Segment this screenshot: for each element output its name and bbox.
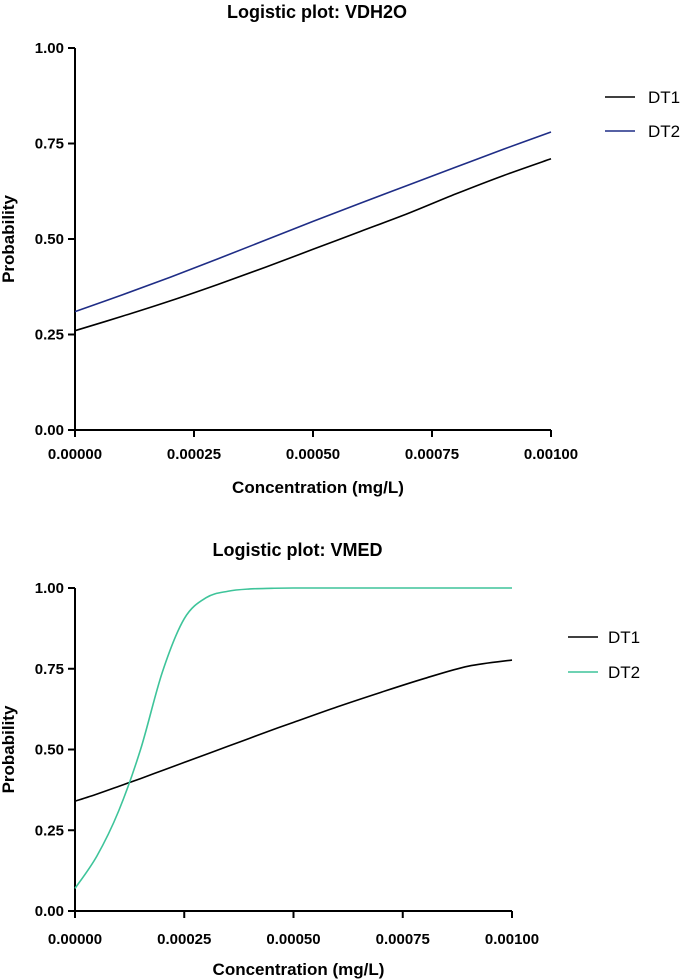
y-tick-label: 0.00 xyxy=(35,422,64,439)
x-tick-label: 0.00100 xyxy=(524,446,578,463)
chart-1: Logistic plot: VDH2O 0.00 0.25 0.50 0.75 1.00… xyxy=(0,2,680,497)
y-tick-label: 0.75 xyxy=(35,136,64,153)
legend-label-dt1: DT1 xyxy=(648,88,680,107)
y-axis-label: Probability xyxy=(0,705,18,793)
x-tick-label: 0.00050 xyxy=(266,931,320,948)
chart-title: Logistic plot: VMED xyxy=(213,540,383,560)
chart-2: Logistic plot: VMED 0.00 0.25 0.50 0.75 1.00 0… xyxy=(0,540,640,979)
legend-label-dt1: DT1 xyxy=(608,628,640,647)
x-tick-label: 0.00025 xyxy=(157,931,211,948)
series-line-dt1 xyxy=(74,659,513,802)
series-line-dt1 xyxy=(74,158,552,332)
x-tick-label: 0.00050 xyxy=(286,446,340,463)
x-tick-label: 0.00025 xyxy=(167,446,221,463)
y-tick-label: 0.00 xyxy=(35,903,64,920)
x-tick-label: 0.00000 xyxy=(48,931,102,948)
y-tick-label: 0.75 xyxy=(35,661,64,678)
y-axis-label: Probability xyxy=(0,195,18,283)
x-tick-label: 0.00075 xyxy=(405,446,459,463)
x-axis-label: Concentration (mg/L) xyxy=(232,478,404,497)
series-line-dt2 xyxy=(74,587,512,889)
y-tick-label: 0.25 xyxy=(35,822,64,839)
x-axis-label: Concentration (mg/L) xyxy=(213,960,385,979)
x-tick-label: 0.00075 xyxy=(376,931,430,948)
y-tick-label: 0.50 xyxy=(35,231,64,248)
series-line-dt2 xyxy=(74,131,552,313)
legend-label-dt2: DT2 xyxy=(648,122,680,141)
legend-label-dt2: DT2 xyxy=(608,663,640,682)
y-tick-label: 0.50 xyxy=(35,742,64,759)
y-tick-label: 1.00 xyxy=(35,40,64,57)
y-tick-label: 0.25 xyxy=(35,327,64,344)
y-tick-label: 1.00 xyxy=(35,580,64,597)
x-tick-label: 0.00000 xyxy=(48,446,102,463)
x-tick-label: 0.00100 xyxy=(485,931,539,948)
chart-title: Logistic plot: VDH2O xyxy=(227,2,407,22)
